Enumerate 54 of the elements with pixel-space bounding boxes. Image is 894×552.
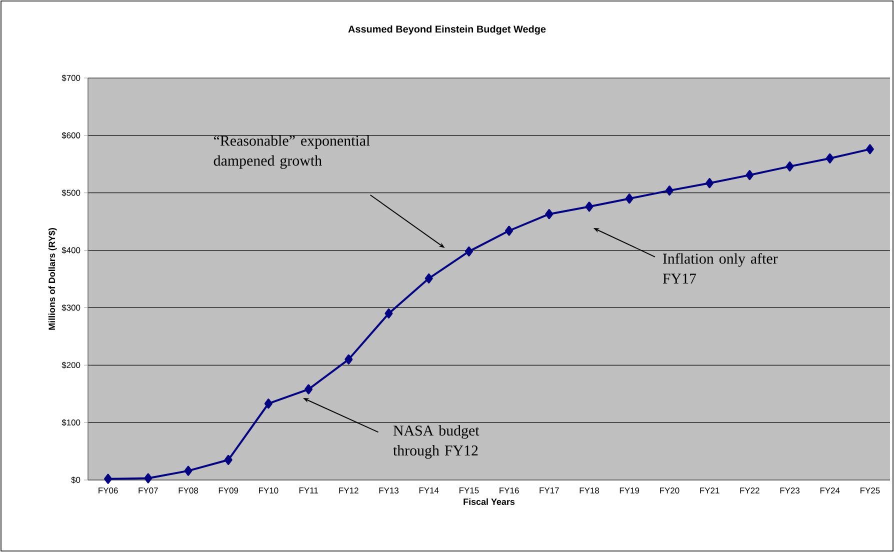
x-tick-label: FY19 — [620, 488, 640, 494]
point — [104, 474, 112, 484]
y-tick-label: $300 — [62, 304, 80, 312]
point — [304, 384, 313, 394]
point — [786, 161, 794, 172]
x-tick-label: FY08 — [178, 488, 198, 494]
point — [625, 194, 634, 204]
point — [144, 473, 152, 484]
annotation: NASA budget through FY12 — [393, 425, 480, 459]
point — [545, 209, 554, 220]
x-tick-label: FY15 — [460, 488, 479, 494]
x-tick-label: FY14 — [419, 488, 439, 494]
x-tick-label: FY21 — [700, 488, 720, 494]
point — [585, 202, 594, 212]
x-tick-label: FY07 — [138, 488, 158, 494]
point — [505, 226, 514, 236]
point — [464, 246, 473, 256]
y-tick-label: $0 — [71, 476, 80, 484]
point — [746, 170, 754, 180]
x-tick-label: FY16 — [500, 488, 519, 494]
x-tick-label: FY12 — [339, 488, 358, 494]
y-tick-label: $600 — [62, 132, 80, 139]
x-tick-label: FY22 — [740, 488, 760, 494]
point — [264, 398, 272, 409]
x-tick-label: FY13 — [379, 488, 399, 494]
x-axis-title: Fiscal Years — [464, 498, 515, 505]
y-tick-label: $700 — [62, 74, 80, 82]
annotation: “Reasonable” exponential dampened growth — [214, 135, 370, 169]
x-tick-label: FY17 — [540, 488, 559, 494]
x-tick-label: FY25 — [860, 488, 880, 494]
x-tick-label: FY20 — [660, 488, 680, 494]
point — [866, 144, 874, 154]
point — [224, 454, 232, 465]
x-tick-label: FY11 — [299, 488, 318, 494]
point — [424, 273, 433, 284]
y-tick-label: $500 — [62, 189, 80, 196]
point — [665, 186, 674, 196]
point — [826, 153, 834, 164]
y-tick-label: $400 — [62, 246, 80, 254]
x-tick-label: FY10 — [259, 488, 278, 494]
x-tick-label: FY23 — [780, 488, 800, 494]
y-tick-label: $100 — [62, 419, 80, 426]
point — [184, 466, 192, 476]
x-tick-label: FY09 — [218, 488, 238, 494]
x-tick-label: FY18 — [580, 488, 600, 494]
chart-title: Assumed Beyond Einstein Budget Wedge — [348, 25, 546, 35]
point — [344, 354, 353, 364]
annotation: Inflation only after FY17 — [662, 253, 778, 284]
point — [706, 178, 714, 188]
x-tick-label: FY06 — [98, 488, 118, 494]
point — [384, 308, 393, 318]
x-tick-label: FY24 — [820, 488, 840, 494]
y-axis-title: Millions of Dollars (RY$) — [48, 228, 57, 330]
y-tick-label: $200 — [62, 362, 80, 369]
